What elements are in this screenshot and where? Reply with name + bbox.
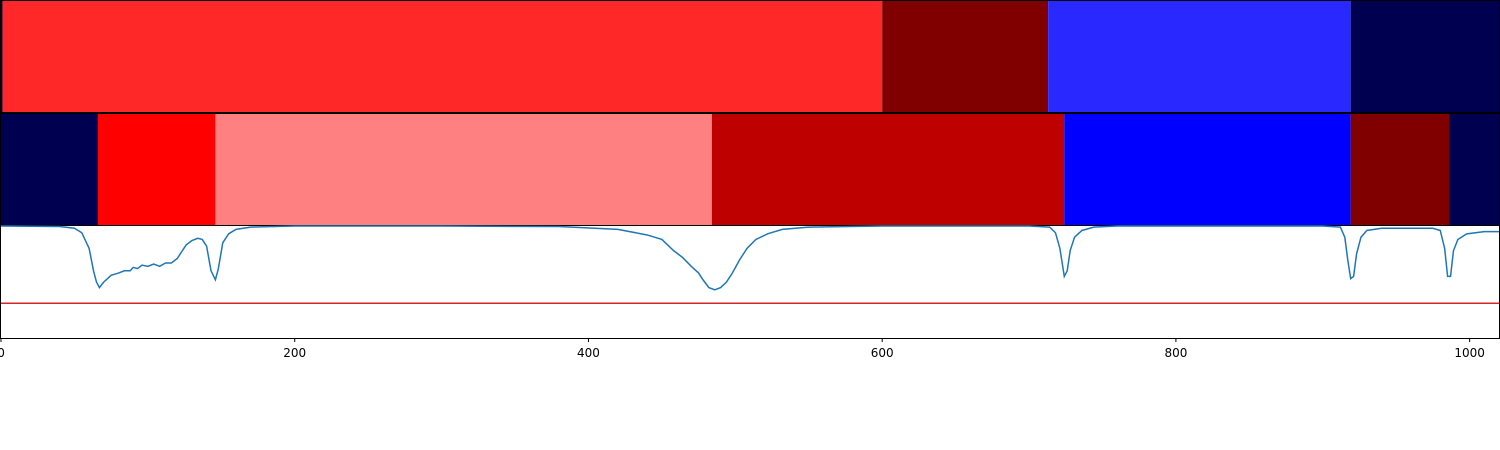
segment-row-2 [0,113,1500,226]
segment-2-3 [215,114,712,225]
segment-1-1 [1,1,3,112]
x-tick-label-800: 800 [1164,346,1187,360]
series-line-1 [0,225,1499,291]
segment-2-1 [1,114,98,225]
segment-row-1 [0,0,1500,113]
segment-1-4 [1048,1,1351,112]
segment-2-7 [1449,114,1499,225]
x-tick-label-0: 0 [0,346,5,360]
segment-1-3 [882,1,1049,112]
x-axis: 0 200 400 600 800 1000 [0,338,1485,360]
segment-1-2 [2,1,883,112]
x-tick-label-600: 600 [871,346,894,360]
segment-2-2 [97,114,216,225]
x-tick-label-200: 200 [283,346,306,360]
x-tick-label-400: 400 [577,346,600,360]
segment-1-5 [1350,1,1499,112]
x-tick-label-1000: 1000 [1454,346,1485,360]
line-panel [0,225,1500,339]
line-panel-frame [0,225,1500,339]
segment-2-4 [711,114,1065,225]
segment-2-5 [1064,114,1351,225]
segment-2-6 [1350,114,1450,225]
